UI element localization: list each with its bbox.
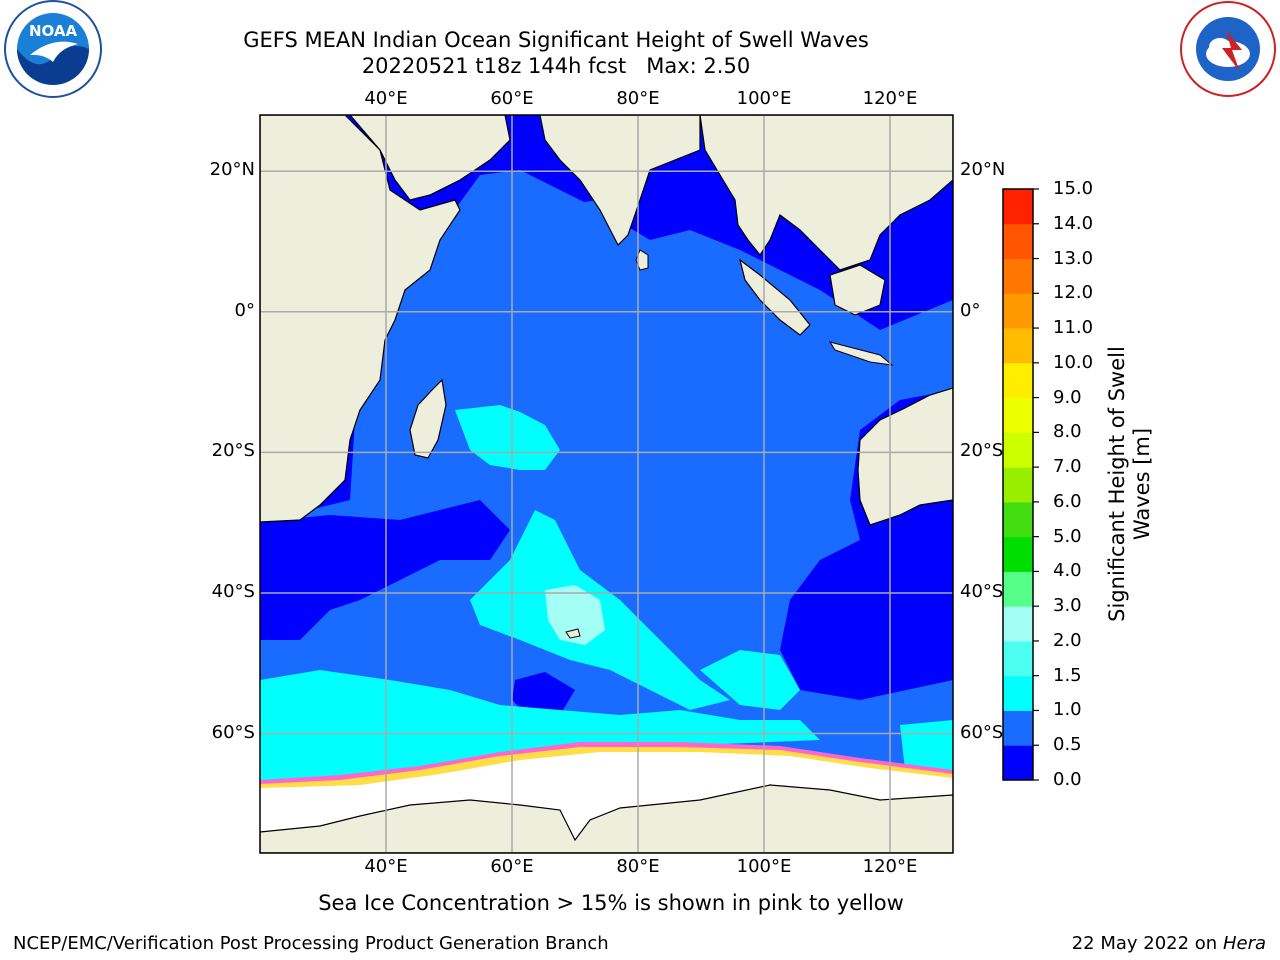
- lon-label-bottom: 80°E: [616, 856, 660, 877]
- colorbar-segment: [1003, 675, 1033, 711]
- cyan-swell-belt: [260, 670, 820, 780]
- colorbar-segment: [1003, 745, 1033, 781]
- land-australia: [857, 387, 953, 526]
- lat-label-right: 0°: [960, 299, 981, 321]
- colorbar-segment: [1003, 571, 1033, 607]
- credit-date-text: 22 May 2022 on: [1071, 933, 1218, 954]
- lon-label-bottom: 60°E: [490, 856, 534, 877]
- colorbar-tick-label: 0.5: [1053, 734, 1082, 756]
- land-india: [539, 115, 701, 247]
- lon-label-top: 100°E: [736, 88, 792, 109]
- noaa-logo-icon: NOAA: [4, 0, 102, 98]
- lat-label-right: 40°S: [960, 580, 1004, 602]
- colorbar-segment: [1003, 362, 1033, 399]
- colorbar-tick-label: 1.0: [1053, 699, 1082, 721]
- cyan-swell-subtropical: [455, 405, 560, 470]
- colorbar-segment: [1003, 328, 1033, 364]
- lat-label-right: 20°S: [960, 440, 1004, 462]
- nws-logo-icon: [1180, 1, 1276, 97]
- land-borneo: [829, 264, 886, 316]
- chart-subtitle: 20220521 t18z 144h fcst Max: 2.50: [200, 53, 912, 79]
- colorbar-tick-label: 15.0: [1053, 178, 1094, 199]
- lon-label-top: 80°E: [616, 88, 660, 109]
- colorbar-tick-label: 3.0: [1053, 595, 1082, 617]
- lon-label-top: 60°E: [490, 88, 534, 109]
- colorbar-segment: [1003, 710, 1033, 746]
- lat-label-left: 20°N: [209, 159, 255, 181]
- colorbar-segment: [1003, 397, 1033, 433]
- land-arabia: [349, 115, 511, 201]
- land-antarctica: [260, 784, 953, 853]
- credit-date: 22 May 2022 on Hera: [1072, 933, 1266, 954]
- deep-swell-southwest: [260, 500, 510, 640]
- run-info: 20220521 t18z 144h fcst: [361, 54, 627, 78]
- cyan-swell-southeast: [700, 650, 800, 710]
- land-sumatra: [739, 258, 811, 336]
- lat-label-left: 0°: [234, 299, 255, 321]
- colorbar-tick-label: 14.0: [1053, 212, 1094, 234]
- colorbar-segment: [1003, 467, 1033, 503]
- deep-swell-patch: [512, 672, 575, 718]
- colorbar-title-line2: Waves [m]: [1130, 427, 1154, 541]
- colorbar-tick-label: 7.0: [1053, 456, 1082, 478]
- noaa-logo-text: NOAA: [29, 22, 78, 40]
- lon-label-bottom: 120°E: [862, 856, 918, 877]
- lon-label-top: 40°E: [364, 88, 408, 109]
- kerguelen-island: [565, 628, 581, 639]
- colorbar-segment: [1003, 501, 1033, 538]
- colorbar-tick-label: 11.0: [1053, 317, 1094, 339]
- colorbar-tick-label: 8.0: [1053, 421, 1082, 443]
- colorbar-tick-label: 5.0: [1053, 525, 1082, 547]
- colorbar-segment: [1003, 606, 1033, 642]
- credit-host: Hera: [1222, 933, 1266, 954]
- colorbar-segment: [1003, 258, 1033, 294]
- colorbar-tick-label: 6.0: [1053, 490, 1082, 512]
- lon-label-top: 120°E: [862, 88, 918, 109]
- chart-title: GEFS MEAN Indian Ocean Significant Heigh…: [243, 28, 869, 52]
- land-sri-lanka: [635, 249, 649, 271]
- colorbar-title: Significant Height of Swell Waves [m]: [1105, 334, 1155, 634]
- lat-label-left: 20°S: [211, 440, 255, 462]
- graticule: [260, 115, 953, 853]
- colorbar-tick-label: 4.0: [1053, 560, 1082, 582]
- colorbar-segment: [1003, 536, 1033, 572]
- credit-branch: NCEP/EMC/Verification Post Processing Pr…: [13, 933, 609, 954]
- lon-label-bottom: 100°E: [736, 856, 792, 877]
- light-swell-core: [545, 585, 605, 645]
- land-africa: [260, 115, 461, 523]
- colorbar-segment: [1003, 640, 1033, 677]
- colorbar: [1002, 188, 1039, 781]
- max-value: Max: 2.50: [646, 54, 751, 78]
- lon-label-bottom: 40°E: [364, 856, 408, 877]
- colorbar-tick-label: 12.0: [1053, 282, 1094, 304]
- cyan-swell-far-southeast: [900, 720, 953, 770]
- colorbar-tick-label: 10.0: [1053, 351, 1094, 373]
- colorbar-tick-label: 1.5: [1053, 664, 1082, 686]
- map-frame: [259, 114, 954, 854]
- lat-label-left: 60°S: [211, 721, 255, 743]
- colorbar-tick-label: 2.0: [1053, 629, 1082, 651]
- colorbar-segment: [1003, 189, 1033, 225]
- sea-ice-footnote: Sea Ice Concentration > 15% is shown in …: [318, 891, 904, 915]
- lat-label-right: 60°S: [960, 721, 1004, 743]
- colorbar-segment: [1003, 432, 1033, 468]
- colorbar-frame: [1002, 188, 1034, 781]
- land-madagascar: [409, 378, 447, 459]
- colorbar-segment: [1003, 293, 1033, 329]
- colorbar-tick-label: 0.0: [1053, 769, 1082, 790]
- colorbar-segment: [1003, 223, 1033, 260]
- colorbar-tick-label: 13.0: [1053, 247, 1094, 269]
- land-java: [828, 341, 894, 366]
- colorbar-title-line1: Significant Height of Swell: [1105, 346, 1129, 622]
- lat-label-right: 20°N: [960, 159, 1006, 181]
- colorbar-tick-label: 9.0: [1053, 386, 1082, 408]
- lat-label-left: 40°S: [211, 580, 255, 602]
